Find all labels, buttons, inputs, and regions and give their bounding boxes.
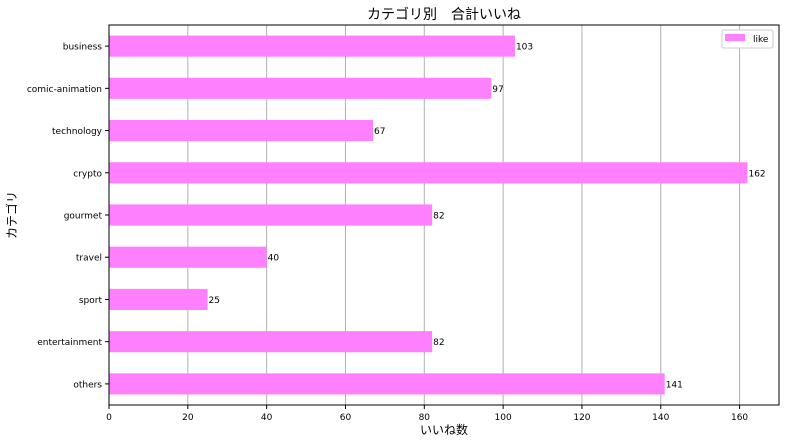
- data-label-entertainment: 82: [433, 338, 444, 348]
- x-tick-label: 20: [182, 413, 194, 423]
- y-axis-ticks: business comic-animation technology crypto g…: [27, 43, 109, 390]
- y-tick-label: entertainment: [37, 338, 102, 348]
- y-axis-label: カテゴリ: [4, 191, 19, 239]
- x-tick-label: 40: [261, 413, 273, 423]
- data-label-comic-animation: 97: [492, 85, 503, 95]
- bar-entertainment: [109, 331, 433, 353]
- bar-crypto: [109, 162, 748, 184]
- bar-business: [109, 35, 515, 57]
- data-label-technology: 67: [374, 127, 385, 137]
- bar-sport: [109, 288, 208, 310]
- x-axis-label: いいね数: [420, 422, 468, 437]
- data-label-business: 103: [516, 43, 533, 53]
- chart-title: カテゴリ別 合計いいね: [367, 6, 521, 23]
- bar-others: [109, 373, 665, 395]
- data-label-others: 141: [666, 380, 683, 390]
- bars: [109, 35, 748, 395]
- y-tick-label: travel: [76, 254, 102, 264]
- legend-label: like: [753, 35, 769, 45]
- data-label-sport: 25: [209, 296, 220, 306]
- bar-travel: [109, 246, 267, 268]
- y-tick-label: sport: [79, 296, 103, 306]
- data-labels: 103 97 67 162 82 40 25 82 141: [209, 43, 766, 391]
- y-tick-label: gourmet: [64, 212, 103, 222]
- data-label-crypto: 162: [748, 169, 765, 179]
- x-tick-label: 160: [731, 413, 748, 423]
- data-label-gourmet: 82: [433, 212, 444, 222]
- legend-swatch: [725, 34, 745, 41]
- y-tick-label: comic-animation: [27, 85, 102, 95]
- bar-comic-animation: [109, 77, 492, 99]
- data-label-travel: 40: [268, 254, 280, 264]
- x-tick-label: 0: [106, 413, 112, 423]
- y-tick-label: technology: [52, 127, 103, 137]
- bar-gourmet: [109, 204, 433, 226]
- x-tick-label: 140: [652, 413, 669, 423]
- y-tick-label: others: [73, 380, 102, 390]
- x-tick-label: 100: [495, 413, 512, 423]
- y-tick-label: business: [63, 43, 103, 53]
- x-tick-label: 120: [573, 413, 590, 423]
- bar-technology: [109, 120, 374, 142]
- x-tick-label: 60: [340, 413, 352, 423]
- x-tick-label: 80: [419, 413, 431, 423]
- legend: like: [721, 29, 774, 49]
- x-axis-ticks: 0 20 40 60 80 100 120 140 160: [106, 405, 748, 423]
- y-tick-label: crypto: [73, 169, 102, 179]
